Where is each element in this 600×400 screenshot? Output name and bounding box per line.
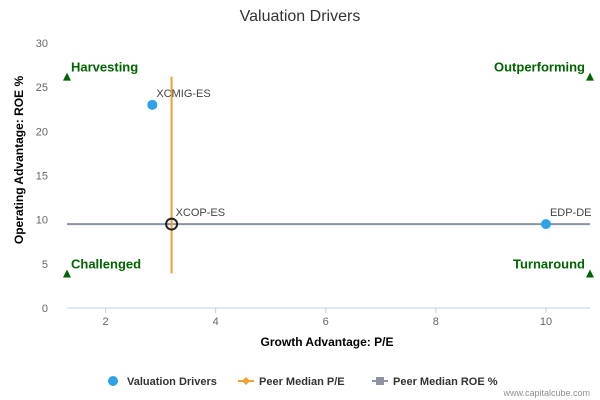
axis-ticks: 2 4 6 8 10 0 5 10 15 20 25 30	[36, 38, 552, 328]
x-tick-label: 10	[540, 316, 552, 328]
quadrant-marker	[63, 72, 71, 81]
y-tick-label: 5	[42, 259, 48, 271]
y-tick-label: 15	[36, 171, 48, 183]
legend-symbol-valuation	[108, 376, 118, 386]
data-point-label: EDP-DE	[550, 207, 592, 219]
plot-area: XCMIG-ES XCOP-ES EDP-DE	[67, 76, 592, 274]
y-tick-label: 0	[42, 303, 48, 315]
y-tick-label: 20	[36, 126, 48, 138]
data-point-highlight[interactable]	[165, 217, 179, 231]
x-axis-title: Growth Advantage: P/E	[261, 335, 394, 349]
quadrant-label-challenged: Challenged	[71, 257, 141, 272]
y-tick-label: 25	[36, 82, 48, 94]
data-point[interactable]	[540, 219, 551, 230]
y-tick-label: 10	[36, 215, 48, 227]
data-point-label: XCOP-ES	[176, 207, 226, 219]
legend-diamond-peer-pe	[242, 377, 250, 385]
y-axis-title: Operating Advantage: ROE %	[12, 76, 26, 245]
legend-label-peer-pe[interactable]: Peer Median P/E	[259, 376, 345, 388]
quadrant-label-harvesting: Harvesting	[71, 60, 138, 75]
y-tick-label: 30	[36, 38, 48, 50]
data-point[interactable]	[147, 99, 158, 110]
quadrant-marker	[586, 72, 594, 81]
legend-label-peer-roe[interactable]: Peer Median ROE %	[393, 376, 498, 388]
x-tick-label: 4	[213, 316, 219, 328]
chart-title: Valuation Drivers	[240, 8, 361, 25]
quadrant-marker	[63, 269, 71, 278]
credit-text: www.capitalcube.com	[502, 388, 590, 398]
quadrant-label-turnaround: Turnaround	[513, 257, 585, 272]
x-tick-label: 2	[102, 316, 108, 328]
legend-square-peer-roe	[376, 377, 384, 385]
x-tick-label: 6	[323, 316, 329, 328]
quadrant-label-outperforming: Outperforming	[494, 60, 585, 75]
quadrant-marker	[586, 269, 594, 278]
legend-label-valuation[interactable]: Valuation Drivers	[127, 376, 217, 388]
data-point-label: XCMIG-ES	[156, 88, 210, 100]
legend[interactable]: Valuation Drivers Peer Median P/E Peer Med…	[108, 376, 498, 388]
quadrant-labels: Harvesting Outperforming Challenged Turnaro…	[63, 60, 594, 278]
x-tick-label: 8	[433, 316, 439, 328]
